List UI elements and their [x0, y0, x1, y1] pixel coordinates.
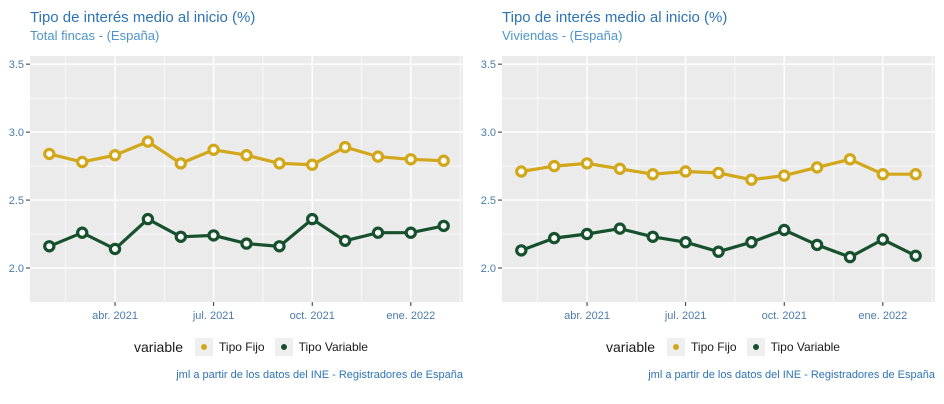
legend-label-tipo-fijo: Tipo Fijo — [219, 340, 265, 354]
data-point-tipo-fijo — [43, 147, 56, 161]
chart-caption: jml a partir de los datos del INE - Regi… — [648, 369, 935, 381]
y-tick-label: 2.5 — [9, 195, 24, 207]
data-point-tipo-fijo — [240, 148, 253, 162]
x-tick-label: jul. 2021 — [664, 310, 707, 322]
tipo-fijo-marker-icon — [195, 338, 214, 356]
data-point-tipo-variable — [141, 212, 155, 226]
data-point-tipo-fijo — [404, 153, 417, 166]
chart-viviendas: Tipo de interés medio al inicio (%) Vivi… — [472, 0, 944, 404]
data-point-tipo-variable — [646, 230, 659, 243]
data-point-tipo-variable — [174, 230, 187, 243]
data-point-tipo-fijo — [876, 167, 889, 181]
data-point-tipo-variable — [810, 238, 824, 252]
data-point-tipo-fijo — [273, 157, 286, 170]
data-point-tipo-variable — [437, 219, 450, 233]
legend: variable Tipo Fijo Tipo Variable — [472, 338, 944, 356]
x-tick-label: ene. 2022 — [858, 310, 907, 322]
data-point-tipo-variable — [712, 245, 725, 258]
data-point-tipo-fijo — [547, 159, 561, 173]
data-point-tipo-variable — [843, 250, 857, 264]
legend-item-tipo-variable: Tipo Variable — [746, 338, 840, 356]
data-point-tipo-variable — [515, 244, 528, 257]
data-point-tipo-fijo — [745, 173, 758, 186]
data-point-tipo-variable — [745, 235, 758, 249]
data-point-tipo-fijo — [515, 165, 528, 178]
data-point-tipo-variable — [43, 240, 56, 253]
data-point-tipo-variable — [876, 233, 889, 246]
x-tick-label: ene. 2022 — [386, 310, 435, 322]
data-point-tipo-fijo — [580, 157, 594, 170]
legend-label-tipo-fijo: Tipo Fijo — [691, 340, 737, 354]
legend-item-tipo-fijo: Tipo Fijo — [667, 338, 737, 356]
data-point-tipo-fijo — [338, 140, 352, 154]
data-point-tipo-variable — [547, 231, 561, 245]
data-point-tipo-fijo — [613, 162, 627, 176]
y-tick-label: 3.5 — [481, 59, 496, 71]
data-point-tipo-fijo — [108, 148, 122, 162]
y-tick-label: 3.0 — [9, 127, 24, 139]
data-point-tipo-variable — [778, 223, 791, 237]
data-point-tipo-fijo — [371, 150, 385, 163]
data-point-tipo-variable — [306, 212, 319, 226]
y-tick-label: 2.5 — [481, 195, 496, 207]
data-point-tipo-variable — [273, 240, 286, 253]
data-point-tipo-fijo — [909, 167, 922, 181]
data-point-tipo-variable — [240, 237, 253, 250]
legend-title: variable — [134, 339, 184, 355]
x-tick-label: abr. 2021 — [92, 310, 138, 322]
x-tick-label: jul. 2021 — [192, 310, 235, 322]
plot-area: 2.0 2.5 3.0 3.5 abr. 2021 jul. 2021 oct. 2021 e… — [481, 56, 935, 322]
legend-title: variable — [606, 339, 656, 355]
data-point-tipo-variable — [108, 242, 122, 256]
data-point-tipo-fijo — [306, 158, 319, 171]
x-tick-label: oct. 2021 — [762, 310, 807, 322]
data-point-tipo-variable — [371, 226, 385, 239]
chart-subtitle: Viviendas - (España) — [502, 28, 623, 43]
legend: variable Tipo Fijo Tipo Variable — [0, 338, 472, 356]
tipo-fijo-marker-icon — [667, 338, 686, 356]
panel-background — [30, 56, 463, 302]
data-point-tipo-fijo — [778, 169, 791, 182]
data-point-tipo-variable — [679, 235, 692, 249]
data-point-tipo-fijo — [810, 161, 824, 174]
tipo-variable-marker-icon — [746, 338, 765, 356]
plot-area: 2.0 2.5 3.0 3.5 abr. 2021 jul. 2021 oct. 2021 e… — [9, 56, 463, 322]
data-point-tipo-variable — [338, 234, 352, 247]
data-point-tipo-fijo — [712, 166, 725, 180]
data-point-tipo-fijo — [207, 143, 220, 157]
x-tick-label: oct. 2021 — [290, 310, 335, 322]
y-tick-label: 3.5 — [9, 59, 24, 71]
data-point-tipo-variable — [909, 249, 922, 262]
data-point-tipo-fijo — [646, 167, 659, 181]
y-tick-label: 2.0 — [481, 263, 496, 275]
chart-caption: jml a partir de los datos del INE - Regi… — [176, 369, 463, 381]
data-point-tipo-fijo — [437, 154, 450, 167]
data-point-tipo-variable — [580, 227, 594, 241]
data-point-tipo-variable — [613, 222, 627, 235]
tipo-variable-marker-icon — [274, 338, 293, 356]
y-tick-label: 3.0 — [481, 127, 496, 139]
y-tick-label: 2.0 — [9, 263, 24, 275]
data-point-tipo-fijo — [679, 165, 692, 178]
legend-item-tipo-fijo: Tipo Fijo — [195, 338, 265, 356]
data-point-tipo-fijo — [75, 155, 89, 169]
legend-label-tipo-variable: Tipo Variable — [770, 340, 840, 354]
chart-title: Tipo de interés medio al inicio (%) — [30, 9, 256, 26]
data-point-tipo-fijo — [843, 153, 857, 166]
data-point-tipo-variable — [404, 226, 417, 239]
data-point-tipo-fijo — [141, 135, 155, 148]
legend-item-tipo-variable: Tipo Variable — [274, 338, 368, 356]
data-point-tipo-fijo — [174, 157, 187, 170]
chart-total-fincas: Tipo de interés medio al inicio (%) Tota… — [0, 9, 472, 381]
chart-title: Tipo de interés medio al inicio (%) — [502, 9, 728, 26]
legend-label-tipo-variable: Tipo Variable — [298, 340, 368, 354]
data-point-tipo-variable — [75, 226, 89, 239]
data-point-tipo-variable — [207, 229, 220, 242]
chart-subtitle: Total fincas - (España) — [30, 28, 160, 43]
x-tick-label: abr. 2021 — [564, 310, 610, 322]
